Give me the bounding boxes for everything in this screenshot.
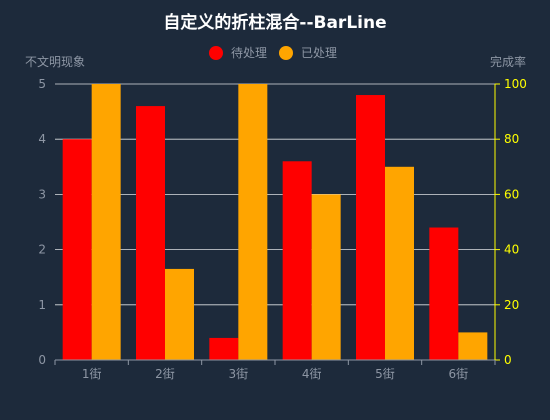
legend-label: 待处理 (231, 46, 267, 60)
right-y-tick-label: 0 (504, 353, 512, 367)
y-left-axis-label: 不文明现象 (25, 54, 85, 69)
bar-processed[interactable] (238, 84, 268, 360)
chart-title: 自定义的折柱混合--BarLine (163, 12, 386, 33)
bar-processed[interactable] (91, 84, 121, 360)
legend-item-processed[interactable]: 已处理 (279, 46, 337, 60)
right-y-tick-label: 20 (504, 298, 519, 312)
bar-pending[interactable] (209, 337, 239, 360)
y-right-axis-label: 完成率 (490, 54, 526, 69)
bar-processed[interactable] (311, 194, 341, 360)
left-y-ticks: 0 1 2 3 4 5 (38, 77, 46, 367)
left-y-tick-label: 4 (38, 132, 46, 146)
legend-marker (279, 46, 293, 60)
bar-processed[interactable] (165, 268, 194, 360)
right-y-tick-label: 60 (504, 187, 519, 201)
bar-pending[interactable] (62, 139, 92, 360)
bar-processed[interactable] (458, 332, 488, 360)
right-y-tick-label: 40 (504, 243, 519, 257)
x-tick-label: 4街 (302, 367, 322, 381)
x-tick-label: 1街 (82, 367, 102, 381)
left-y-tick-label: 2 (38, 243, 46, 257)
legend[interactable]: 待处理 已处理 (209, 46, 337, 60)
left-y-tick-label: 5 (38, 77, 46, 91)
bars (62, 84, 488, 360)
x-tick-label: 5街 (375, 367, 395, 381)
legend-item-pending[interactable]: 待处理 (209, 46, 267, 60)
grid-lines (55, 83, 495, 306)
right-y-tick-label: 80 (504, 132, 519, 146)
bar-pending[interactable] (429, 227, 459, 360)
legend-label: 已处理 (301, 46, 337, 60)
left-y-tick-label: 0 (38, 353, 46, 367)
axes (55, 84, 496, 361)
right-y-ticks: 0 20 40 60 80 100 (495, 77, 527, 367)
bar-pending[interactable] (136, 106, 165, 360)
left-y-tick-label: 3 (38, 187, 46, 201)
left-y-tick-label: 1 (38, 298, 46, 312)
right-y-tick-label: 100 (504, 77, 527, 91)
x-tick-label: 3街 (229, 367, 249, 381)
bar-pending[interactable] (282, 161, 312, 360)
bar-processed[interactable] (385, 166, 414, 360)
x-tick-label: 2街 (155, 367, 175, 381)
legend-marker (209, 46, 223, 60)
x-axis-ticks: 1街 2街 3街 4街 5街 6街 (54, 360, 496, 381)
x-tick-label: 6街 (449, 367, 469, 381)
bar-pending[interactable] (356, 95, 385, 360)
